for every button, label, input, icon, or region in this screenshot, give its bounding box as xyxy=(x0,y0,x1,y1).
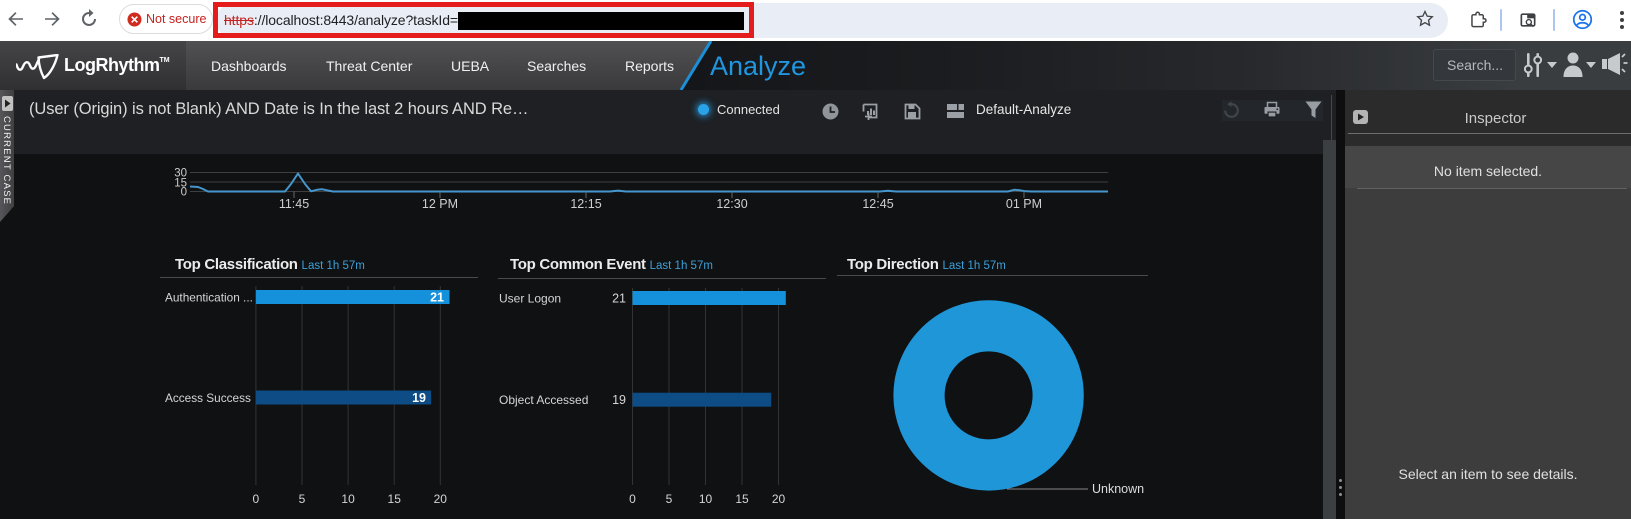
svg-text:Object Accessed: Object Accessed xyxy=(499,393,588,407)
svg-text:12:45: 12:45 xyxy=(862,197,893,211)
svg-text:15: 15 xyxy=(735,492,749,506)
svg-text:15: 15 xyxy=(388,492,402,506)
svg-text:Access Success: Access Success xyxy=(165,391,251,405)
svg-text:0: 0 xyxy=(629,492,636,506)
svg-text:12 PM: 12 PM xyxy=(422,197,458,211)
svg-text:0: 0 xyxy=(253,492,260,506)
svg-text:20: 20 xyxy=(772,492,786,506)
svg-text:User Logon: User Logon xyxy=(499,292,561,306)
svg-text:Authentication ...: Authentication ... xyxy=(165,291,253,305)
svg-text:30: 30 xyxy=(174,168,187,180)
svg-text:0: 0 xyxy=(181,187,187,199)
svg-text:11:45: 11:45 xyxy=(279,197,309,211)
svg-text:10: 10 xyxy=(341,492,355,506)
svg-text:01 PM: 01 PM xyxy=(1006,197,1042,211)
svg-text:19: 19 xyxy=(612,393,626,407)
svg-text:5: 5 xyxy=(666,492,673,506)
svg-text:21: 21 xyxy=(430,291,444,305)
svg-text:12:15: 12:15 xyxy=(570,197,601,211)
svg-text:Unknown: Unknown xyxy=(1092,482,1144,496)
svg-text:20: 20 xyxy=(434,492,448,506)
svg-text:19: 19 xyxy=(412,391,426,405)
svg-text:12:30: 12:30 xyxy=(716,197,747,211)
svg-text:21: 21 xyxy=(612,292,626,306)
svg-text:5: 5 xyxy=(299,492,306,506)
svg-text:10: 10 xyxy=(699,492,713,506)
svg-text:15: 15 xyxy=(174,178,187,190)
